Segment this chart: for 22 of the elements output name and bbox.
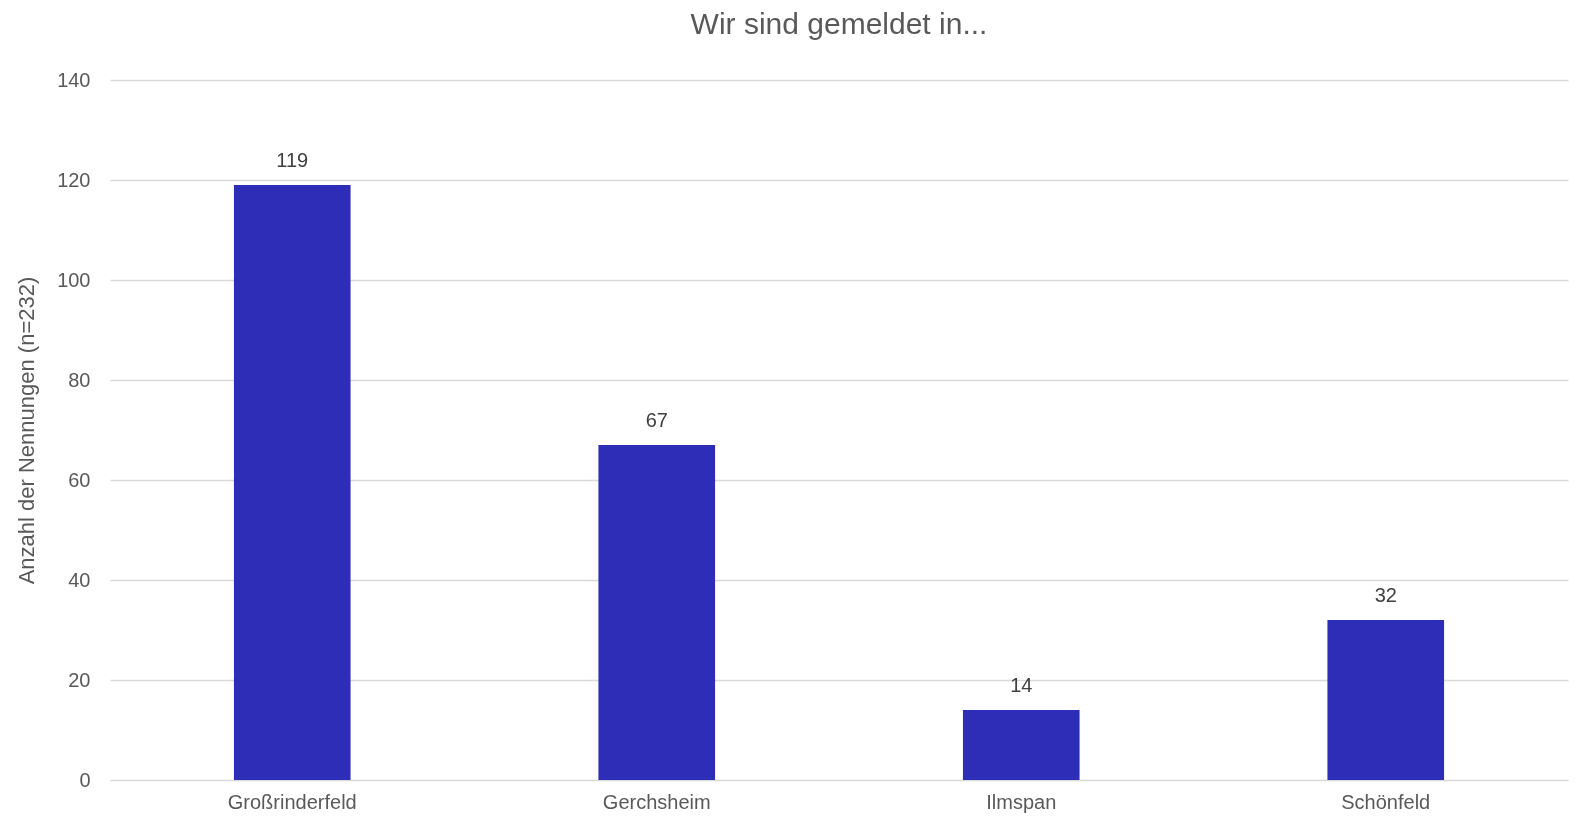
- x-tick-label: Gerchsheim: [602, 790, 711, 813]
- y-axis-title: Anzahl der Nennungen (n=232): [14, 276, 40, 585]
- data-label: 119: [276, 149, 309, 171]
- x-tick-label: Ilmspan: [986, 790, 1057, 813]
- y-tick-label: 20: [68, 668, 91, 691]
- y-tick-label: 0: [79, 768, 91, 791]
- y-tick-label: 120: [57, 168, 91, 191]
- bar: [962, 710, 1080, 780]
- data-label: 32: [1374, 584, 1397, 606]
- chart-title: Wir sind gemeldet in...: [690, 7, 988, 40]
- data-label: 14: [1010, 674, 1033, 696]
- y-tick-label: 40: [68, 568, 91, 591]
- bar: [598, 445, 716, 780]
- x-tick-label: Schönfeld: [1341, 790, 1431, 813]
- y-tick-label: 80: [68, 368, 91, 391]
- y-tick-label: 100: [57, 268, 91, 291]
- data-label: 67: [645, 409, 668, 431]
- y-tick-label: 60: [68, 468, 91, 491]
- y-tick-label: 140: [57, 68, 91, 91]
- bar: [233, 185, 351, 780]
- bar: [1327, 620, 1445, 780]
- x-tick-label: Großrinderfeld: [227, 790, 357, 813]
